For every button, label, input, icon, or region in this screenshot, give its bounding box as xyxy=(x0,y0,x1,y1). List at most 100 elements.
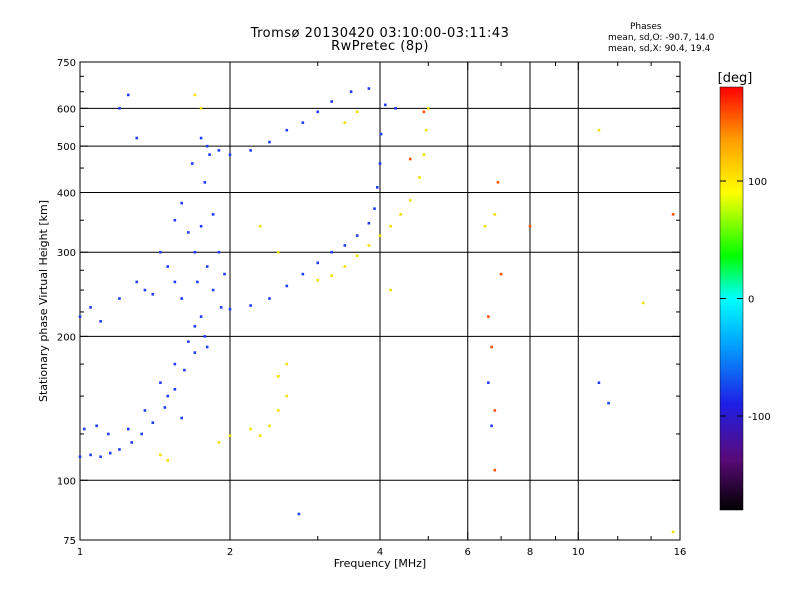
data-point-x xyxy=(426,107,430,110)
data-point-o xyxy=(180,297,184,300)
data-point-x xyxy=(285,362,289,366)
chart-title: Tromsø 20130420 03:10:00-03:11:43 xyxy=(250,26,510,41)
data-point-o xyxy=(130,441,134,444)
data-point-o xyxy=(301,272,305,276)
data-point-other xyxy=(487,315,490,318)
data-point-o xyxy=(373,207,376,210)
data-point-o xyxy=(126,427,130,431)
data-point-o xyxy=(394,107,397,110)
data-point-other xyxy=(490,345,493,349)
data-point-o xyxy=(384,103,387,107)
data-point-x xyxy=(258,434,262,437)
data-point-o xyxy=(78,315,82,318)
data-point-o xyxy=(378,162,382,165)
data-point-x xyxy=(285,394,289,398)
data-point-o xyxy=(166,265,170,268)
phase-stats-x: mean, sd,X: 90.4, 19.4 xyxy=(608,44,711,54)
colorbar-ticks: 100 0 -100 xyxy=(720,177,771,423)
data-point-o xyxy=(217,149,221,152)
data-point-other xyxy=(671,213,675,216)
y-tick-label: 100 xyxy=(57,476,76,487)
data-point-o xyxy=(203,181,207,184)
chart-subtitle: RwPretec (8p) xyxy=(331,39,429,54)
data-point-o xyxy=(208,153,211,156)
data-point-o xyxy=(379,132,383,136)
data-point-x xyxy=(671,530,675,534)
data-point-o xyxy=(199,315,203,318)
data-point-o xyxy=(89,306,92,309)
data-point-o xyxy=(187,340,190,343)
data-point-o xyxy=(187,231,190,234)
data-point-o xyxy=(107,432,110,436)
y-tick-label: 500 xyxy=(57,142,76,153)
data-point-other xyxy=(528,224,532,228)
y-tick-label: 400 xyxy=(57,188,76,199)
data-point-o xyxy=(183,368,186,372)
data-point-o xyxy=(199,136,203,140)
data-point-x xyxy=(418,176,421,179)
data-point-o xyxy=(217,250,221,254)
data-point-o xyxy=(99,455,102,459)
data-point-x xyxy=(268,424,271,428)
data-point-o xyxy=(126,93,130,97)
data-point-o xyxy=(196,280,199,284)
data-point-o xyxy=(173,388,177,391)
data-point-o xyxy=(487,381,490,385)
colorbar-tick-label: 100 xyxy=(748,177,767,188)
data-point-o xyxy=(140,432,144,436)
data-point-other xyxy=(422,110,426,114)
data-point-x xyxy=(276,375,280,378)
data-point-o xyxy=(249,304,252,307)
data-point-o xyxy=(135,136,139,140)
data-point-o xyxy=(297,512,301,516)
data-point-x xyxy=(316,279,320,282)
data-point-x xyxy=(159,453,162,457)
data-point-o xyxy=(193,351,197,354)
data-point-o xyxy=(205,144,209,148)
data-point-o xyxy=(78,455,82,459)
phase-stats-heading: Phases xyxy=(630,22,662,32)
data-point-x xyxy=(166,459,170,462)
data-point-o xyxy=(343,244,347,247)
data-point-o xyxy=(151,421,155,424)
colorbar-tick-label: -100 xyxy=(748,412,771,423)
data-point-o xyxy=(607,401,610,405)
colorbar-tick-label: 0 xyxy=(748,295,754,306)
data-point-o xyxy=(99,320,102,323)
data-point-o xyxy=(190,162,194,165)
y-tick-label: 600 xyxy=(57,104,76,115)
data-point-o xyxy=(118,448,121,451)
data-point-o xyxy=(118,297,121,300)
x-tick-label: 4 xyxy=(377,547,383,558)
x-axis-label: Frequency [MHz] xyxy=(334,557,426,570)
y-tick-label: 200 xyxy=(57,332,76,343)
data-point-x xyxy=(389,224,392,228)
data-point-o xyxy=(151,292,155,296)
echo-points xyxy=(78,87,675,534)
data-point-o xyxy=(166,394,170,398)
data-point-x xyxy=(597,128,601,132)
data-point-x xyxy=(641,301,645,305)
data-point-x xyxy=(217,441,221,444)
data-point-o xyxy=(173,218,177,222)
data-point-o xyxy=(223,272,226,276)
data-point-o xyxy=(490,424,493,428)
data-point-o xyxy=(205,265,209,268)
data-point-o xyxy=(203,335,207,338)
data-point-o xyxy=(330,100,334,103)
data-point-o xyxy=(268,297,271,300)
phase-stats-o: mean, sd,O: -90.7, 14.0 xyxy=(608,33,715,43)
x-tick-label: 6 xyxy=(465,547,471,558)
data-point-o xyxy=(95,424,98,428)
data-point-o xyxy=(82,427,86,431)
data-point-o xyxy=(205,345,209,349)
data-point-o xyxy=(135,280,139,284)
data-point-o xyxy=(211,288,215,292)
data-point-o xyxy=(228,307,232,311)
data-point-other xyxy=(496,181,500,184)
data-point-x xyxy=(193,93,197,97)
colorbar-label: [deg] xyxy=(718,71,753,86)
data-point-x xyxy=(424,128,428,132)
data-point-o xyxy=(285,128,289,132)
